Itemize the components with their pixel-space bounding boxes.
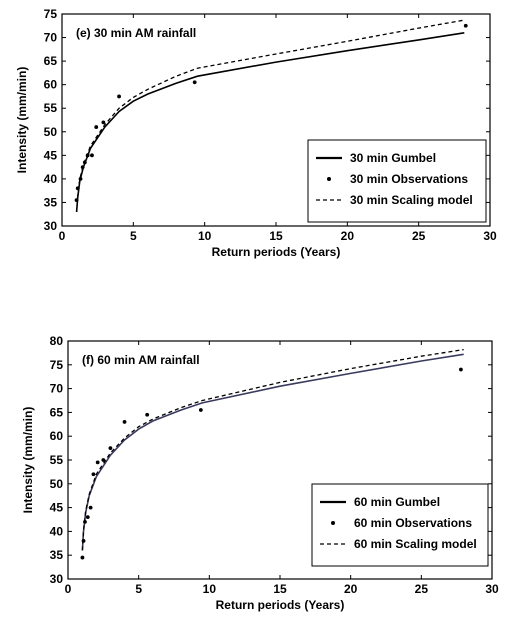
observation-point — [91, 472, 96, 477]
x-tick-label: 20 — [341, 229, 355, 243]
observation-point — [122, 420, 127, 424]
x-tick-label: 25 — [412, 229, 426, 243]
x-tick-label: 25 — [415, 582, 429, 596]
y-tick-label: 55 — [44, 101, 58, 115]
x-tick-label: 10 — [198, 229, 212, 243]
x-tick-label: 0 — [59, 229, 66, 243]
y-axis-label: Intensity (mm/min) — [15, 67, 29, 174]
observation-point — [95, 460, 100, 465]
legend-marker — [327, 177, 331, 181]
y-tick-label: 30 — [44, 219, 58, 233]
x-tick-label: 30 — [485, 582, 499, 596]
x-tick-label: 0 — [65, 582, 72, 596]
legend-label: 60 min Gumbel — [354, 495, 440, 509]
y-tick-label: 55 — [50, 453, 64, 467]
x-axis-label: Return periods (Years) — [212, 245, 341, 259]
x-axis-label: Return periods (Years) — [216, 598, 345, 612]
observation-point — [101, 458, 106, 462]
observation-point — [198, 408, 203, 412]
y-tick-label: 40 — [50, 524, 64, 538]
observation-point — [78, 176, 83, 181]
x-tick-label: 15 — [269, 229, 283, 243]
legend-box — [311, 483, 489, 567]
x-tick-label: 15 — [273, 582, 287, 596]
chart-0: 0 5 10 15 20 25 30 30 35 40 45 50 55 60 65 70 75 Return p… — [15, 7, 497, 259]
observation-point — [145, 412, 150, 417]
y-tick-label: 75 — [50, 358, 64, 372]
y-tick-label: 75 — [44, 7, 58, 21]
observation-point — [459, 367, 463, 372]
observation-point — [192, 80, 197, 85]
legend-label: 60 min Observations — [354, 516, 472, 530]
observation-point — [108, 446, 113, 450]
scaling-model-line — [81, 348, 464, 551]
legend-label: 60 min Scaling model — [354, 537, 477, 551]
chart-title: (e) 30 min AM rainfall — [76, 26, 196, 40]
x-tick-label: 5 — [130, 229, 137, 243]
y-tick-label: 60 — [44, 78, 58, 92]
y-tick-label: 65 — [44, 54, 58, 68]
observation-point — [101, 120, 106, 125]
y-tick-label: 35 — [44, 195, 58, 209]
legend-label: 30 min Scaling model — [350, 193, 473, 207]
observation-point — [117, 94, 121, 99]
legend-label: 30 min Observations — [350, 172, 468, 186]
y-tick-label: 45 — [50, 501, 64, 515]
y-tick-label: 65 — [50, 405, 64, 419]
y-tick-label: 60 — [50, 429, 64, 443]
y-tick-label: 50 — [50, 477, 64, 491]
x-tick-label: 10 — [203, 582, 217, 596]
x-tick-label: 5 — [135, 582, 142, 596]
legend: 30 min Gumbel 30 min Observations 30 min S… — [307, 139, 487, 223]
observation-point — [90, 153, 94, 158]
legend-marker — [331, 521, 335, 525]
observation-point — [94, 125, 99, 129]
x-tick-label: 20 — [344, 582, 358, 596]
observation-point — [463, 23, 468, 28]
chart-title: (f) 60 min AM rainfall — [82, 353, 200, 367]
y-tick-label: 50 — [44, 125, 58, 139]
observation-point — [85, 515, 90, 520]
y-axis-label: Intensity (mm/min) — [21, 407, 35, 514]
y-tick-label: 70 — [44, 31, 58, 45]
scaling-model-line — [75, 19, 465, 212]
y-tick-label: 70 — [50, 382, 64, 396]
x-tick-label: 30 — [483, 229, 497, 243]
legend: 60 min Gumbel 60 min Observations 60 min S… — [311, 483, 489, 567]
y-tick-label: 80 — [50, 334, 64, 348]
observation-point — [88, 505, 93, 510]
legend-label: 30 min Gumbel — [350, 151, 436, 165]
y-tick-label: 35 — [50, 548, 64, 562]
y-tick-label: 40 — [44, 172, 58, 186]
observation-point — [80, 555, 85, 560]
y-tick-label: 30 — [50, 572, 64, 586]
chart-1: 0 5 10 15 20 25 30 30 35 40 45 50 55 60 65 70 75 80 Return… — [21, 334, 499, 612]
y-tick-label: 45 — [44, 148, 58, 162]
legend-box — [307, 139, 487, 223]
